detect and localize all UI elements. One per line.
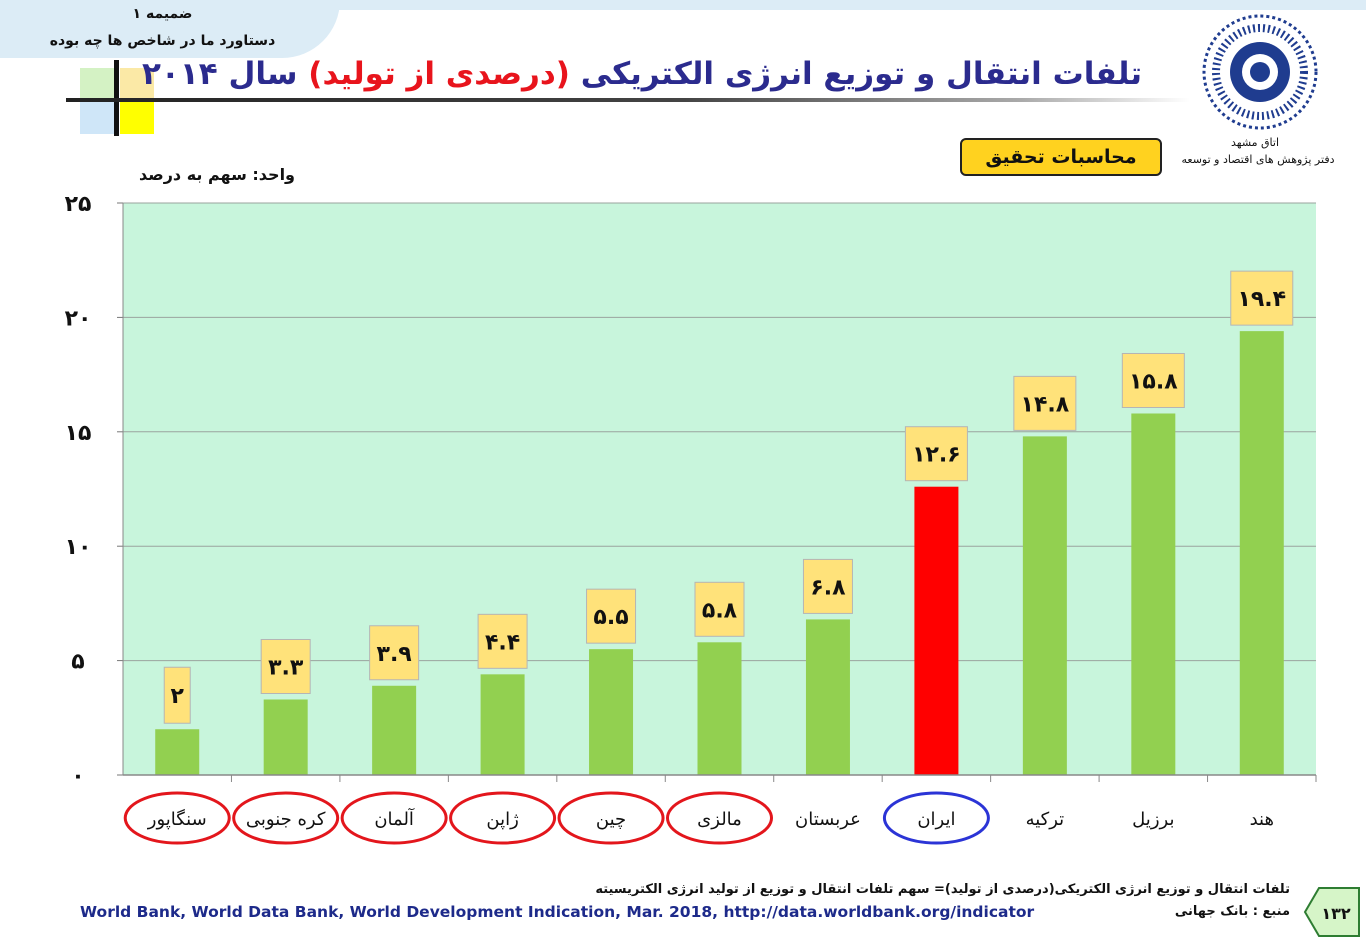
value-label: ۶.۸ [810,575,846,600]
bar [805,619,850,775]
y-tick-label: ۲۰ [65,306,92,331]
deco-square [80,68,118,102]
category-label: ترکیه [1026,809,1065,830]
value-label: ۵.۸ [702,598,738,623]
annex-title: ضمیمه ۱ [132,6,193,22]
y-tick-label: ۵ [71,650,84,675]
category-label: سنگاپور [147,808,207,830]
category-highlight-circle [882,791,990,845]
value-label: ۱۹.۴ [1237,287,1286,312]
category-label: برزیل [1132,809,1174,830]
category-highlight-circle [123,791,231,845]
value-label-box [1121,352,1185,408]
value-label-box [694,581,745,637]
value-label-box [369,625,420,681]
category-highlight-circle [557,791,665,845]
bar-chart: ۰ ۵ ۱۰ ۱۵ ۲۰ ۲۵ ۲ ۳.۳ ۳.۹ ۴.۴ ۵.۵ ۵.۸ ۶.۸ ۱۲.۶ ۱۴.۸ ۱۵… [65,192,1317,845]
bar [589,649,634,775]
x-axis: سنگاپور کره جنوبی آلمان ژاپن چین مالزی عربستان… [123,774,1317,845]
category-label: آلمان [374,807,415,830]
y-tick-label: ۲۵ [65,192,92,217]
bar [372,685,417,775]
org-name: اتاق مشهد [1230,136,1280,149]
value-label-box [904,426,968,482]
title-part-unit: (درصدی از تولید) [308,56,570,92]
category-label: ژاپن [486,809,518,830]
value-label: ۱۴.۸ [1021,392,1070,417]
value-label: ۱۵.۸ [1129,369,1178,394]
deco-square [120,68,154,102]
title-part-year: سال ۲۰۱۴ [141,56,309,92]
indicator-definition: تلفات انتقال و توزیع انرژی الکتریکی(درصد… [595,882,1290,897]
value-label-box [1230,270,1294,326]
category-highlight-circle [666,791,773,845]
category-label: عربستان [795,809,861,830]
bar [1239,331,1284,775]
annex-subtitle: دستاورد ما در شاخص ها چه بوده [49,33,276,49]
page-title: تلفات انتقال و توزیع انرژی الکتریکی (درص… [142,56,1142,92]
grid-lines [123,202,1316,662]
value-label: ۱۲.۶ [912,443,961,468]
bar [155,729,200,775]
chamber-logo-icon [1202,14,1318,130]
category-label: هند [1250,809,1274,830]
source-label: منبع : بانک جهانی [1174,904,1290,919]
org-department: دفتر پژوهش های اقتصاد و توسعه [1181,153,1335,166]
deco-square [80,102,118,134]
value-label: ۵.۵ [593,605,628,630]
title-part-main: تلفات انتقال و توزیع انرژی الکتریکی [569,56,1142,92]
value-label: ۴.۴ [485,630,520,655]
bar [1131,413,1176,775]
category-label: چین [596,809,626,830]
category-highlight-circle [232,791,340,845]
y-tick-label: ۰ [71,764,84,789]
value-label-box [260,638,311,694]
y-axis: ۰ ۵ ۱۰ ۱۵ ۲۰ ۲۵ [65,192,124,789]
value-label-box [586,588,637,644]
category-label: ایران [917,809,955,830]
y-tick-label: ۱۵ [65,421,92,446]
value-label: ۳.۹ [377,642,412,667]
bar [263,699,308,775]
bar [697,642,742,775]
category-highlight-circle [340,791,448,845]
category-highlight-circle [449,791,557,845]
value-label-box [1013,375,1077,431]
value-label: ۳.۳ [268,655,304,680]
value-label: ۲ [171,684,185,709]
value-label-box [477,613,528,669]
title-underline [66,98,1190,102]
category-label: مالزی [697,809,742,830]
calc-badge: محاسبات تحقیق [960,138,1162,176]
category-label: کره جنوبی [246,809,326,830]
value-label-box [802,558,853,614]
y-tick-label: ۱۰ [65,535,92,560]
value-labels: ۲ ۳.۳ ۳.۹ ۴.۴ ۵.۵ ۵.۸ ۶.۸ ۱۲.۶ ۱۴.۸ ۱۵.۸ ۱۹.۴ [163,270,1294,724]
top-band [0,0,1366,10]
bar [480,674,525,775]
unit-label: واحد: سهم به درصد [139,165,295,184]
bar [914,486,959,775]
bar [1022,436,1067,775]
page-number: ۱۳۲ [1321,904,1351,923]
value-label-box [163,666,191,724]
bars [155,331,1284,775]
page-number-badge: ۱۳۲ [1303,887,1360,937]
source-reference: World Bank, World Data Bank, World Devel… [80,903,1035,921]
annex-tab [0,0,340,58]
deco-square [120,102,154,134]
